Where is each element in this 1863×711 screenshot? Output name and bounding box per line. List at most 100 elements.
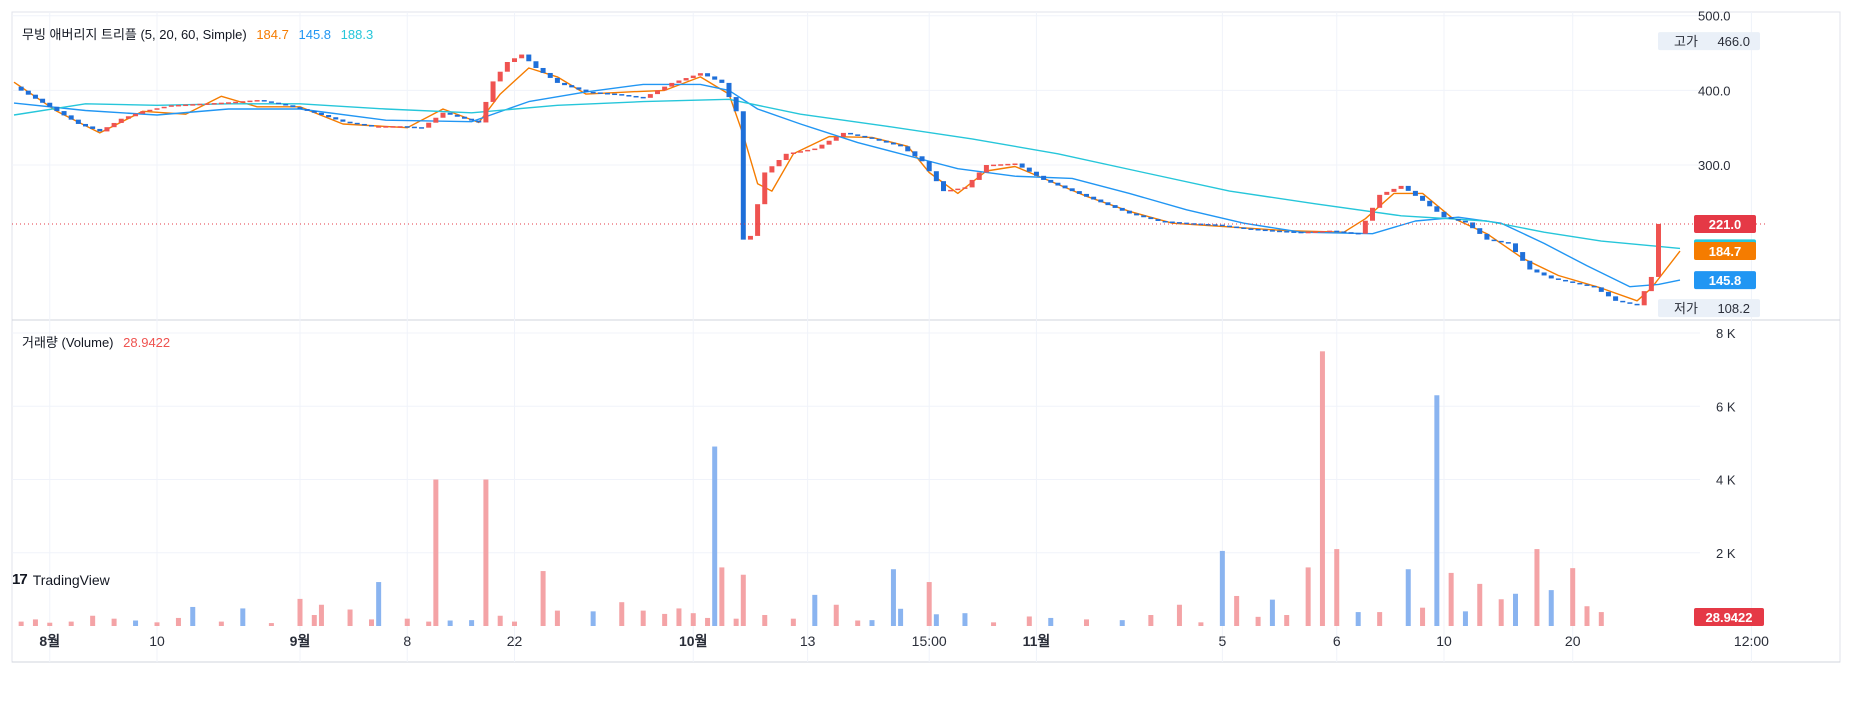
volume-bar: [433, 479, 439, 626]
candle: [1277, 230, 1283, 233]
high-badge: [1658, 32, 1760, 51]
candle: [1055, 182, 1061, 186]
candle: [512, 58, 517, 63]
candle: [1241, 227, 1247, 230]
candle: [547, 72, 553, 78]
candle: [497, 71, 503, 82]
candle: [61, 111, 67, 116]
candle: [1491, 239, 1497, 242]
candle: [1634, 303, 1640, 306]
candle: [1191, 223, 1197, 225]
candle: [1141, 215, 1147, 218]
candle: [1119, 207, 1125, 211]
candle: [1563, 279, 1569, 282]
candle: [68, 115, 74, 120]
volume-bar: [1148, 615, 1154, 626]
time-tick-label: 6: [1333, 633, 1341, 649]
price-legend[interactable]: 무빙 애버리지 트리플 (5, 20, 60, Simple) 184.7 14…: [22, 24, 379, 43]
volume-bar: [790, 618, 796, 626]
volume-value: 28.9422: [123, 335, 171, 350]
candle: [318, 112, 324, 115]
candle: [197, 103, 203, 106]
volume-bar: [1498, 599, 1504, 626]
candle: [640, 96, 646, 99]
volume-bar: [690, 613, 696, 626]
candle: [926, 161, 932, 172]
candle: [1377, 194, 1383, 208]
volume-bar: [18, 621, 24, 626]
candle: [1176, 222, 1182, 224]
volume-bar: [590, 611, 596, 626]
candle: [1269, 230, 1275, 232]
candle: [469, 118, 475, 121]
candle: [297, 107, 303, 110]
candle: [1362, 220, 1368, 234]
candle: [140, 111, 146, 114]
candle: [183, 104, 189, 107]
candle: [211, 103, 217, 105]
candle: [1305, 231, 1311, 234]
candle: [40, 98, 46, 103]
volume-bar: [469, 620, 475, 626]
candle: [612, 93, 618, 96]
candle: [762, 172, 768, 205]
volume-bar: [762, 615, 768, 626]
volume-bar: [1026, 616, 1032, 626]
candle: [805, 149, 811, 152]
candle: [1555, 278, 1561, 280]
candle: [655, 90, 660, 95]
candle: [1527, 260, 1533, 270]
candle: [1441, 211, 1447, 218]
candle: [311, 110, 317, 113]
candle: [1448, 217, 1454, 219]
candle: [333, 117, 339, 120]
candle: [1484, 233, 1490, 240]
candle: [261, 100, 267, 102]
candle: [476, 120, 482, 123]
candle: [1212, 224, 1218, 226]
candle: [290, 105, 296, 108]
candle: [376, 126, 382, 128]
volume-legend[interactable]: 거래량 (Volume) 28.9422: [22, 332, 176, 351]
candle: [1148, 217, 1154, 220]
volume-bar: [1234, 595, 1240, 626]
candle: [1541, 272, 1547, 276]
candle: [962, 187, 968, 189]
candle: [869, 137, 875, 139]
volume-bar: [154, 622, 160, 626]
candle: [626, 95, 632, 97]
volume-bar: [705, 617, 711, 626]
volume-bar: [1255, 616, 1261, 626]
candle: [883, 140, 889, 143]
candle: [1405, 185, 1411, 191]
candle: [912, 151, 918, 157]
candle: [411, 126, 417, 129]
volume-layer: [18, 351, 1604, 626]
price-badge: [1694, 242, 1756, 261]
candle: [390, 126, 396, 128]
tradingview-brand[interactable]: 17 TradingView: [12, 571, 110, 588]
candle: [1498, 240, 1504, 243]
candle: [168, 105, 174, 107]
candle: [104, 127, 110, 132]
candle: [669, 82, 675, 87]
candle: [1620, 300, 1626, 303]
time-tick-label: 20: [1565, 633, 1581, 649]
volume-bar: [1355, 612, 1361, 626]
moving-average-layer: [13, 67, 1681, 302]
candle: [712, 76, 718, 80]
tradingview-logo-icon: 17: [12, 571, 28, 588]
ma-line-5: [13, 67, 1681, 302]
volume-bar: [190, 606, 196, 626]
time-tick-label: 15:00: [912, 633, 947, 649]
candle: [647, 94, 653, 98]
low-label: 저가: [1674, 301, 1698, 316]
candle: [876, 138, 882, 141]
candle: [705, 73, 711, 77]
volume-bar: [1434, 395, 1440, 626]
time-tick-label: 8월: [39, 633, 60, 649]
candle: [998, 164, 1004, 166]
volume-bar: [47, 622, 53, 626]
